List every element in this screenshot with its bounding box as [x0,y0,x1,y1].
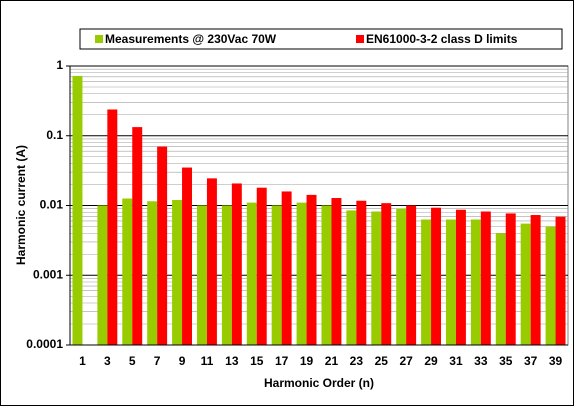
x-axis-label: Harmonic Order (n) [264,376,374,390]
bar [196,205,207,345]
bar [321,205,332,345]
x-tick-label: 27 [399,354,413,368]
bar [346,210,357,345]
y-tick-label: 0.1 [46,128,63,142]
legend-label: Measurements @ 230Vac 70W [105,32,277,46]
bar [107,109,118,345]
bar [495,233,506,345]
bar [221,205,232,345]
bar [281,191,292,345]
y-tick-label: 0.0001 [26,337,63,351]
bar [431,207,442,345]
bar [331,198,342,345]
x-tick-label: 35 [499,354,513,368]
bar [505,213,516,345]
x-tick-label: 1 [79,354,86,368]
bar [182,167,193,345]
bar [520,223,531,345]
bar [371,211,382,345]
bar [157,146,168,345]
bar [480,211,491,345]
x-tick-label: 13 [225,354,239,368]
y-tick-label: 1 [56,58,63,72]
x-tick-label: 23 [350,354,364,368]
bar [356,200,367,345]
bar [530,215,541,345]
bar [256,187,267,345]
y-tick-label: 0.01 [40,198,64,212]
bar [147,201,158,345]
bar [470,219,481,345]
y-tick-label: 0.001 [33,267,63,281]
x-tick-label: 17 [275,354,289,368]
bar [231,183,242,345]
x-tick-label: 5 [129,354,136,368]
x-tick-label: 25 [375,354,389,368]
bar [172,199,183,345]
legend-swatch [95,35,103,43]
bar [396,208,407,345]
x-tick-label: 33 [474,354,488,368]
bar [445,219,456,345]
x-tick-label: 15 [250,354,264,368]
x-tick-label: 21 [325,354,339,368]
x-tick-label: 19 [300,354,314,368]
bar [455,209,466,345]
legend-swatch [356,35,364,43]
bar [72,75,83,346]
x-tick-label: 39 [549,354,563,368]
x-tick-label: 7 [154,354,161,368]
bar [132,127,143,345]
x-tick-label: 3 [104,354,111,368]
bar [97,205,108,345]
bar [122,198,133,345]
bar [381,203,392,345]
x-tick-label: 29 [424,354,438,368]
x-tick-label: 9 [179,354,186,368]
x-tick-label: 37 [524,354,538,368]
legend-box [79,28,563,50]
bar [271,205,282,345]
bar [206,178,217,345]
y-axis-label: Harmonic current (A) [14,145,28,265]
x-tick-label: 31 [449,354,463,368]
x-tick-label: 11 [201,354,214,368]
bar [246,202,257,345]
bar [296,202,307,345]
bar [555,216,566,345]
bar [306,194,317,345]
legend-label: EN61000-3-2 class D limits [366,32,518,46]
bar [421,219,432,345]
bar [406,205,417,345]
bar [545,226,556,345]
